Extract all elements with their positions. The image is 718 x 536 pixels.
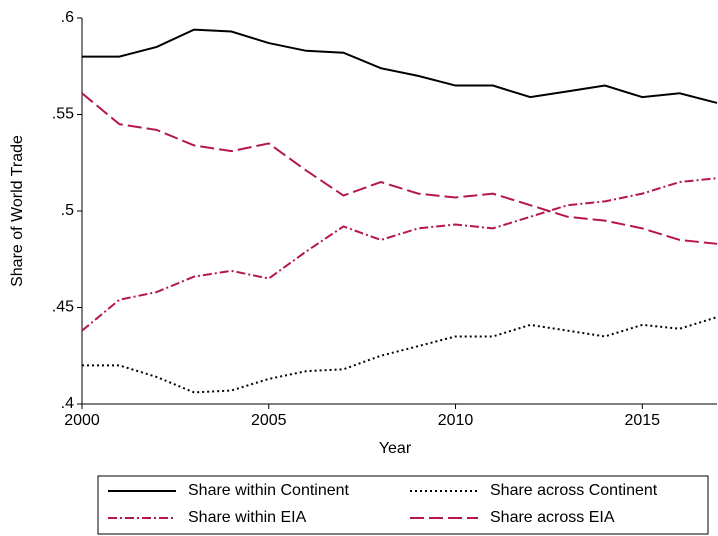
x-tick-label: 2000 [64,412,100,429]
y-tick-label: .45 [52,299,74,316]
legend-box [97,475,709,535]
y-axis-label: Share of World Trade [9,135,26,287]
y-tick-label: .55 [52,106,74,123]
legend-label: Share across Continent [490,482,658,499]
y-tick-label: .6 [61,9,74,26]
legend-label: Share across EIA [490,509,615,526]
y-tick-label: .5 [61,202,74,219]
series-line [82,316,718,394]
series-line [82,28,718,104]
x-tick-label: 2010 [438,412,474,429]
series-line [81,177,718,332]
x-tick-label: 2005 [251,412,287,429]
series-line [81,92,718,245]
legend-label: Share within Continent [188,482,350,499]
x-axis-label: Year [379,440,412,457]
legend-label: Share within EIA [188,509,307,526]
x-tick-label: 2015 [624,412,660,429]
y-tick-label: .4 [61,395,74,412]
